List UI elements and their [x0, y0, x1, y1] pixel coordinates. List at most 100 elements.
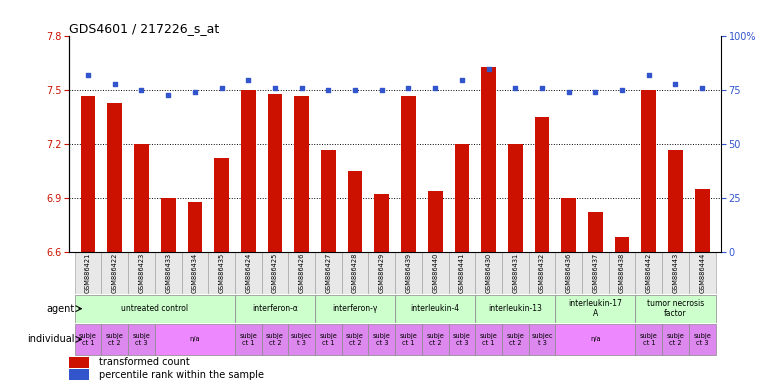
FancyBboxPatch shape [396, 295, 475, 323]
Point [509, 85, 521, 91]
Bar [428, 191, 443, 252]
Text: transformed count: transformed count [99, 358, 190, 367]
FancyBboxPatch shape [635, 324, 662, 355]
FancyBboxPatch shape [396, 252, 422, 294]
Bar [161, 198, 176, 252]
Bar [588, 212, 603, 252]
Text: interferon-α: interferon-α [252, 304, 298, 313]
Point [483, 66, 495, 72]
Point [375, 87, 388, 93]
FancyBboxPatch shape [288, 324, 315, 355]
Text: GSM886425: GSM886425 [272, 253, 278, 293]
Text: GDS4601 / 217226_s_at: GDS4601 / 217226_s_at [69, 22, 220, 35]
Text: subje
ct 1: subje ct 1 [319, 333, 338, 346]
Text: subje
ct 3: subje ct 3 [453, 333, 471, 346]
Bar [534, 117, 549, 252]
Text: subje
ct 2: subje ct 2 [426, 333, 444, 346]
Text: individual: individual [27, 334, 75, 344]
Bar [614, 237, 629, 252]
FancyBboxPatch shape [662, 252, 689, 294]
Text: GSM886422: GSM886422 [112, 253, 118, 293]
Text: subje
ct 3: subje ct 3 [693, 333, 711, 346]
Text: subje
ct 3: subje ct 3 [373, 333, 391, 346]
Bar [508, 144, 523, 252]
Bar [695, 189, 709, 252]
Bar [641, 90, 656, 252]
FancyBboxPatch shape [662, 324, 689, 355]
Point [349, 87, 362, 93]
FancyBboxPatch shape [315, 324, 342, 355]
FancyBboxPatch shape [555, 252, 582, 294]
FancyBboxPatch shape [261, 324, 288, 355]
Text: GSM886434: GSM886434 [192, 253, 198, 293]
FancyBboxPatch shape [449, 324, 475, 355]
FancyBboxPatch shape [555, 324, 635, 355]
Bar [295, 96, 309, 252]
Text: subje
ct 1: subje ct 1 [399, 333, 417, 346]
Point [162, 91, 174, 98]
Text: GSM886438: GSM886438 [619, 253, 625, 293]
FancyBboxPatch shape [529, 324, 555, 355]
Text: subje
ct 3: subje ct 3 [133, 333, 150, 346]
Bar [321, 149, 335, 252]
FancyBboxPatch shape [75, 324, 102, 355]
Point [616, 87, 628, 93]
Text: n/a: n/a [590, 336, 601, 343]
Text: subjec
t 3: subjec t 3 [291, 333, 312, 346]
Bar [375, 194, 389, 252]
Text: GSM886433: GSM886433 [165, 253, 171, 293]
FancyBboxPatch shape [75, 252, 102, 294]
Point [269, 85, 281, 91]
Text: GSM886427: GSM886427 [325, 253, 332, 293]
Text: GSM886429: GSM886429 [379, 253, 385, 293]
FancyBboxPatch shape [422, 324, 449, 355]
Bar [561, 198, 576, 252]
FancyBboxPatch shape [635, 252, 662, 294]
Text: interferon-γ: interferon-γ [332, 304, 378, 313]
Text: GSM886435: GSM886435 [219, 253, 224, 293]
Point [589, 89, 601, 96]
Bar [668, 149, 683, 252]
FancyBboxPatch shape [128, 324, 155, 355]
Text: GSM886442: GSM886442 [646, 253, 651, 293]
Bar [187, 202, 202, 252]
Point [402, 85, 415, 91]
Text: untreated control: untreated control [121, 304, 188, 313]
Text: GSM886436: GSM886436 [566, 253, 571, 293]
Bar [134, 144, 149, 252]
Text: GSM886426: GSM886426 [298, 253, 305, 293]
Text: GSM886437: GSM886437 [592, 253, 598, 293]
Text: GSM886444: GSM886444 [699, 253, 705, 293]
Point [189, 89, 201, 96]
Text: subje
ct 2: subje ct 2 [507, 333, 524, 346]
Point [322, 87, 335, 93]
Text: interleukin-13: interleukin-13 [488, 304, 542, 313]
Point [82, 72, 94, 78]
FancyBboxPatch shape [155, 324, 235, 355]
FancyBboxPatch shape [155, 252, 181, 294]
FancyBboxPatch shape [235, 252, 261, 294]
Text: GSM886423: GSM886423 [139, 253, 144, 293]
Text: interleukin-17
A: interleukin-17 A [568, 299, 622, 318]
FancyBboxPatch shape [102, 252, 128, 294]
Point [295, 85, 308, 91]
Point [242, 76, 254, 83]
FancyBboxPatch shape [502, 324, 529, 355]
Bar [69, 357, 89, 368]
Point [136, 87, 148, 93]
FancyBboxPatch shape [609, 252, 635, 294]
Text: GSM886431: GSM886431 [512, 253, 518, 293]
Point [429, 85, 441, 91]
FancyBboxPatch shape [288, 252, 315, 294]
Text: subje
ct 2: subje ct 2 [346, 333, 364, 346]
FancyBboxPatch shape [422, 252, 449, 294]
FancyBboxPatch shape [369, 324, 396, 355]
Point [563, 89, 575, 96]
Bar [241, 90, 256, 252]
Text: n/a: n/a [190, 336, 200, 343]
FancyBboxPatch shape [261, 252, 288, 294]
Text: GSM886432: GSM886432 [539, 253, 545, 293]
FancyBboxPatch shape [315, 252, 342, 294]
Bar [481, 67, 496, 252]
FancyBboxPatch shape [529, 252, 555, 294]
